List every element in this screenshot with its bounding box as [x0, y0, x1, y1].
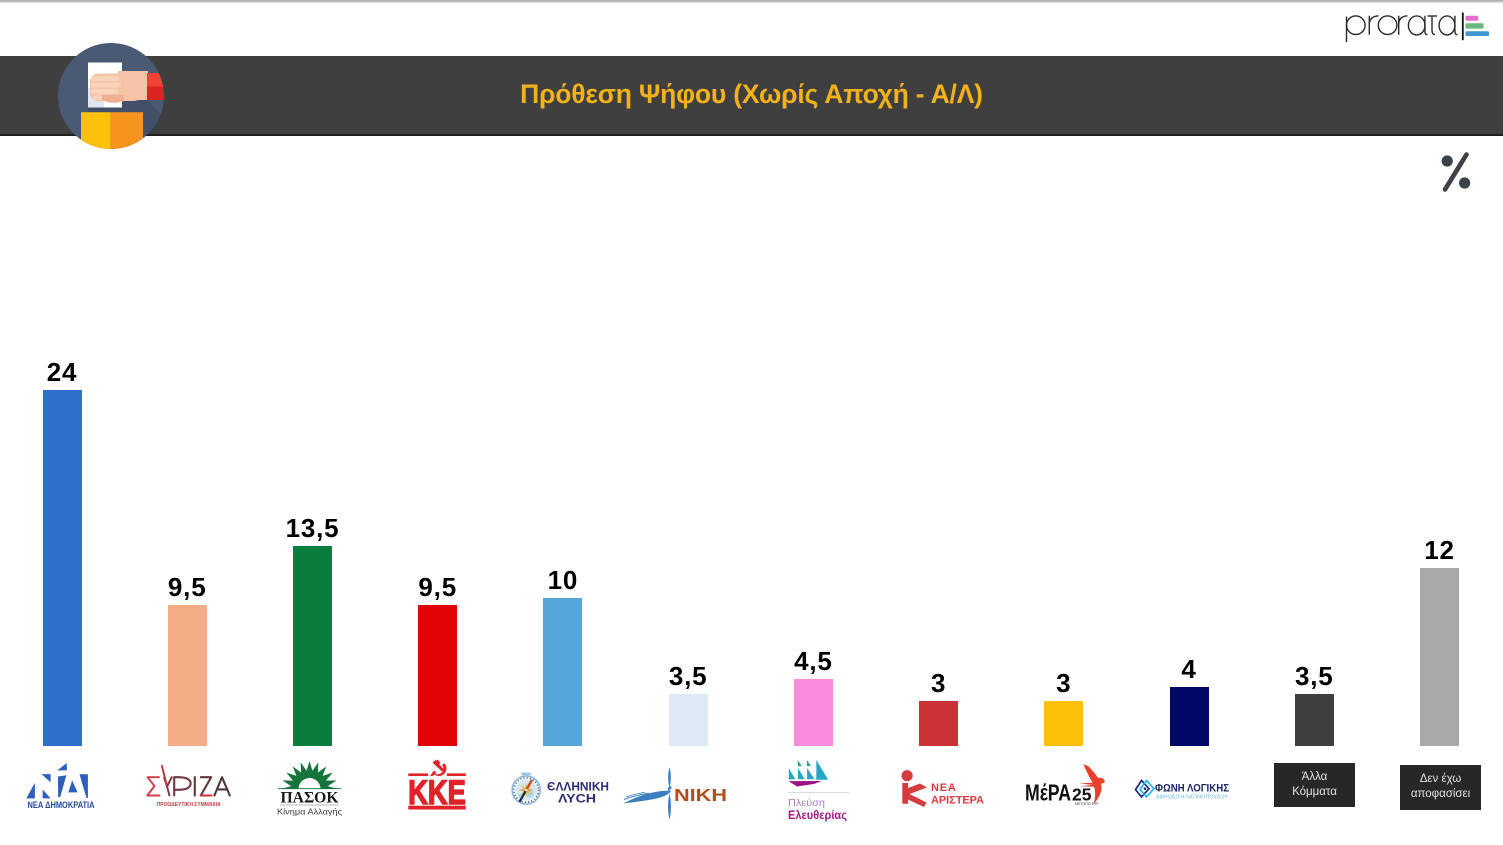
svg-text:ΠΡΟΟΔΕΥΤΙΚΗ ΣΥΜΜΑΧΙΑ: ΠΡΟΟΔΕΥΤΙΚΗ ΣΥΜΜΑΧΙΑ [157, 802, 221, 808]
svg-text:ΠΑΣΟΚ: ΠΑΣΟΚ [281, 790, 339, 807]
svg-text:ΦΩΝΗ ΛΟΓΙΚΗΣ: ΦΩΝΗ ΛΟΓΙΚΗΣ [1155, 783, 1229, 795]
svg-text:ΑΦΡΟΔΙΤΗ ΛΑΤΙΝΟΠΟΥΛΟΥ: ΑΦΡΟΔΙΤΗ ΛΑΤΙΝΟΠΟΥΛΟΥ [1156, 795, 1228, 801]
svg-text:ΝΕΑ: ΝΕΑ [931, 782, 957, 794]
svg-text:25: 25 [1072, 785, 1092, 805]
svg-text:ΚΚΕ: ΚΚΕ [408, 774, 466, 812]
svg-text:ΝΙΚΗ: ΝΙΚΗ [674, 785, 727, 805]
svg-text:ΝΕΑ ΔΗΜΟΚΡΑΤΙΑ: ΝΕΑ ΔΗΜΟΚΡΑΤΙΑ [28, 800, 95, 810]
svg-text:ΜΕΤΩΠΟ ΕΥΡ: ΜΕΤΩΠΟ ΕΥΡ [1075, 802, 1099, 806]
svg-text:Πλεύση: Πλεύση [788, 797, 825, 809]
svg-text:Κίνημα Αλλαγής: Κίνημα Αλλαγής [277, 807, 342, 817]
svg-text:ΛΥϹΗ: ΛΥϹΗ [558, 793, 596, 805]
svg-text:Ελευθερίας: Ελευθερίας [788, 810, 847, 822]
svg-text:ΜέΡΑ: ΜέΡΑ [1025, 780, 1071, 806]
svg-text:ЄΛΛΗΝΙΚΗ: ЄΛΛΗΝΙΚΗ [547, 781, 609, 793]
svg-text:ΑΡΙΣΤΕΡΑ: ΑΡΙΣΤΕΡΑ [931, 795, 984, 807]
